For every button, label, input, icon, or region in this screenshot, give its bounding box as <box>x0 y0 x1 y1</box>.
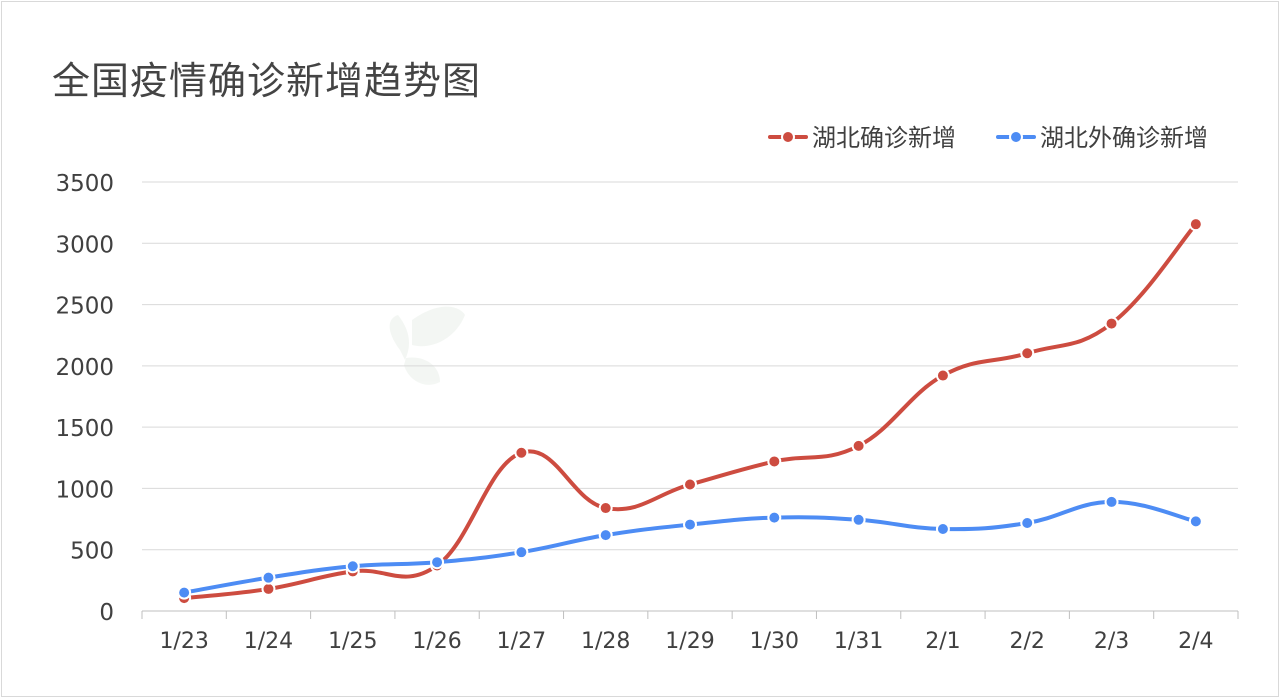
x-tick-label: 1/24 <box>244 629 293 654</box>
series-1-point <box>598 501 613 516</box>
series-1-point <box>1188 217 1203 232</box>
series-2-point <box>177 585 192 600</box>
x-tick-label: 1/29 <box>665 629 714 654</box>
y-tick-label: 2000 <box>55 355 114 381</box>
x-tick-label: 2/1 <box>925 629 960 654</box>
series-1-point <box>851 438 866 453</box>
y-tick-label: 3500 <box>55 171 114 197</box>
series-2-point <box>935 521 950 536</box>
series-2-point <box>767 510 782 525</box>
legend-item-1: 湖北确诊新增 <box>768 124 956 152</box>
series-2-point <box>1104 494 1119 509</box>
series-line-1 <box>182 222 1198 601</box>
y-tick-label: 1000 <box>55 477 114 503</box>
series-1-point <box>514 445 529 460</box>
series-line-2 <box>182 499 1198 595</box>
series-2-point <box>1188 514 1203 529</box>
x-tick-label: 1/31 <box>834 629 883 654</box>
watermark-logo <box>389 306 465 385</box>
y-tick-label: 500 <box>70 539 114 565</box>
legend-label: 湖北确诊新增 <box>812 124 956 152</box>
legend-label: 湖北外确诊新增 <box>1040 124 1208 152</box>
series-2-point <box>851 512 866 527</box>
series-1-point <box>767 454 782 469</box>
series-1-point <box>935 368 950 383</box>
x-tick-label: 1/30 <box>750 629 799 654</box>
y-tick-label: 3000 <box>55 232 114 258</box>
series-2-point <box>1020 515 1035 530</box>
y-tick-label: 1500 <box>55 416 114 442</box>
x-tick-label: 2/4 <box>1178 629 1213 654</box>
x-tick-label: 1/25 <box>328 629 377 654</box>
x-tick-label: 2/3 <box>1094 629 1129 654</box>
x-tick-label: 2/2 <box>1010 629 1045 654</box>
y-tick-label: 0 <box>99 600 114 626</box>
y-tick-label: 2500 <box>55 294 114 320</box>
x-tick-label: 1/23 <box>159 629 208 654</box>
chart-title: 全国疫情确诊新增趋势图 <box>52 59 482 103</box>
x-tick-label: 1/27 <box>497 629 546 654</box>
legend-swatch-marker <box>1009 130 1023 144</box>
series-2-point <box>598 528 613 543</box>
series-1-point <box>261 581 276 596</box>
legend-swatch-marker <box>781 130 795 144</box>
series-1-point <box>683 477 697 492</box>
series-1-point <box>1104 316 1119 331</box>
x-tick-label: 1/28 <box>581 629 630 654</box>
series-2-point <box>261 570 276 585</box>
series-2-point <box>514 545 529 560</box>
series-2-point <box>345 559 360 574</box>
series-1-point <box>1020 346 1035 361</box>
legend-item-2: 湖北外确诊新增 <box>996 124 1208 152</box>
series-2-point <box>430 555 445 570</box>
series-2-point <box>683 517 697 532</box>
x-tick-label: 1/26 <box>412 629 461 654</box>
